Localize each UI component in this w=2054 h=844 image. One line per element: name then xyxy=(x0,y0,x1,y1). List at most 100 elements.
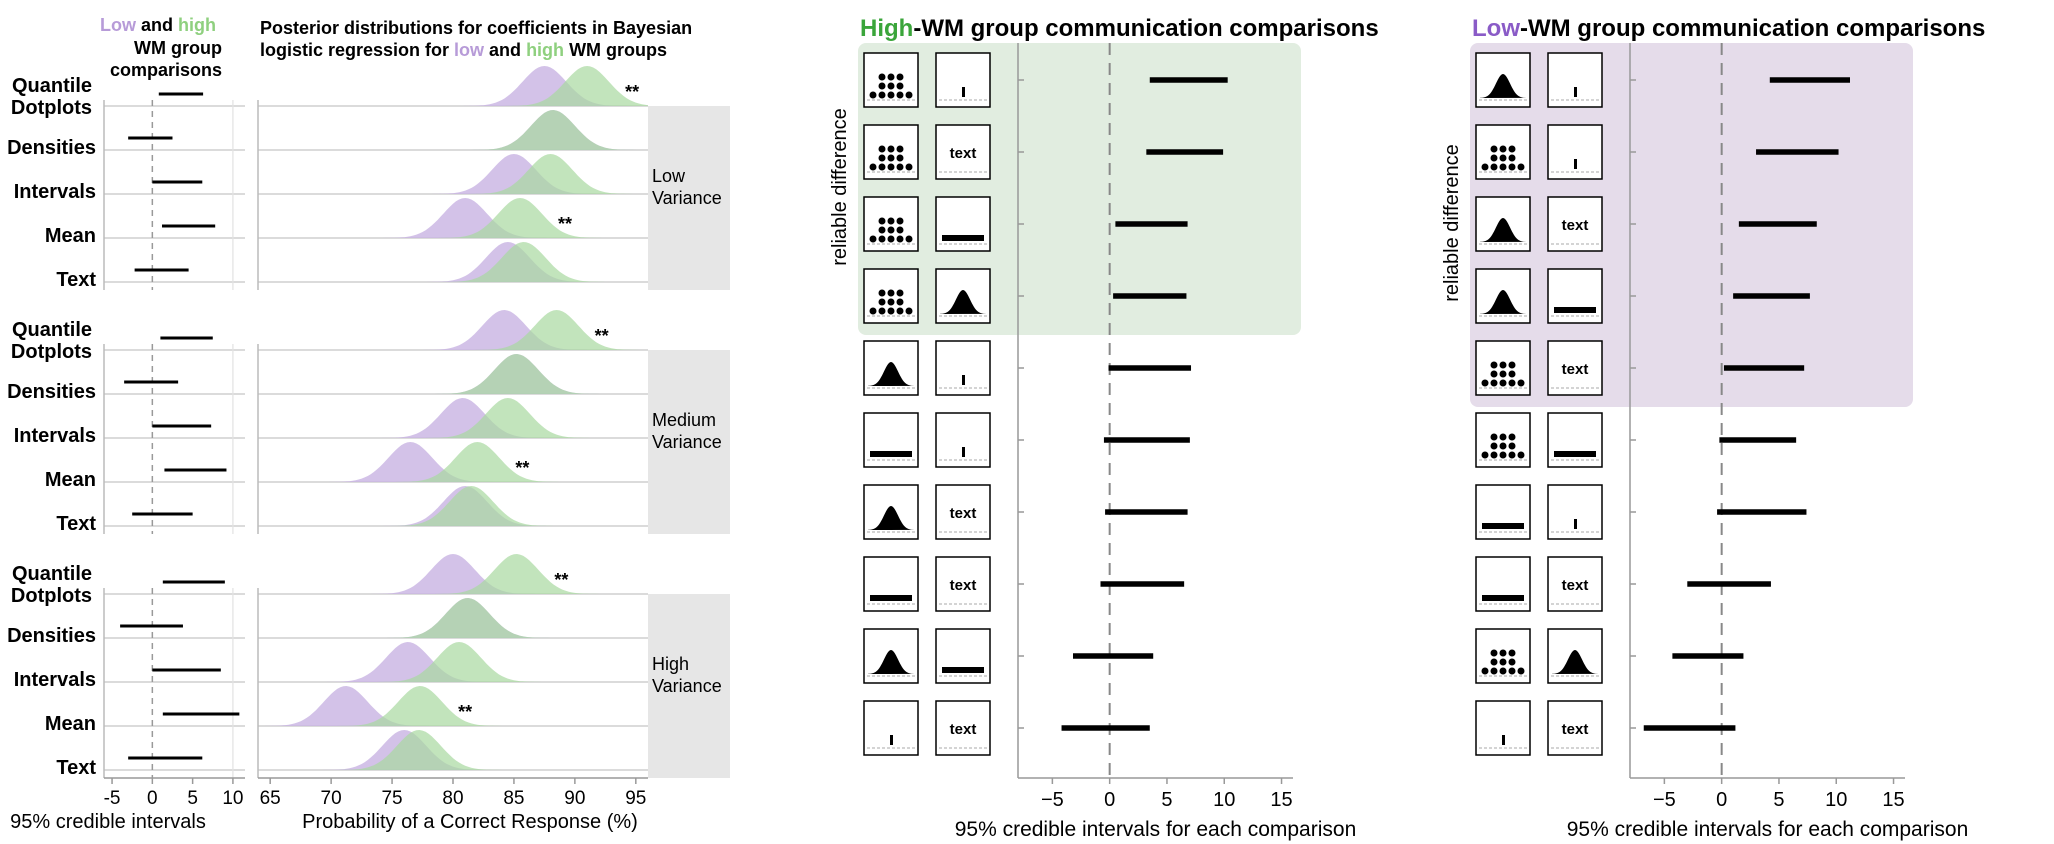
density-low xyxy=(258,354,648,394)
icon-frame xyxy=(1547,124,1603,180)
dot xyxy=(887,307,895,315)
dot xyxy=(878,289,886,297)
bar-shape xyxy=(870,451,912,457)
high-panel-reliable-label: reliable difference xyxy=(829,108,851,266)
dot xyxy=(1490,154,1498,162)
dot xyxy=(887,73,895,81)
density-shape xyxy=(1480,74,1526,98)
icon-frame xyxy=(1547,412,1603,468)
x-tick-label: −5 xyxy=(1041,789,1064,811)
variance-label-1: High xyxy=(652,654,689,674)
text-icon-label: text xyxy=(950,721,977,738)
density-high xyxy=(258,354,648,394)
row-label: Intervals xyxy=(14,669,96,691)
low-panel-icon-a xyxy=(1475,268,1531,324)
x-tick-label: 0 xyxy=(1716,789,1727,811)
high-panel-icon-a xyxy=(863,124,919,180)
dot xyxy=(869,307,877,315)
density-high xyxy=(258,442,648,482)
dot xyxy=(878,217,886,225)
x-tick-label: 70 xyxy=(321,788,342,809)
low-panel-icon-b: text xyxy=(1547,196,1603,252)
high-panel-icon-b: text xyxy=(935,124,991,180)
icon-frame xyxy=(1475,700,1531,756)
dot xyxy=(896,226,904,234)
density-shape xyxy=(1552,650,1598,674)
x-tick-label: 5 xyxy=(1161,789,1172,811)
x-tick-label: 90 xyxy=(564,788,585,809)
low-panel-icon-a xyxy=(1475,628,1531,684)
high-panel-icon-b xyxy=(935,628,991,684)
left-xlabel: 95% credible intervals xyxy=(10,811,206,833)
icon-frame xyxy=(935,340,991,396)
variance-band xyxy=(648,106,730,290)
dot xyxy=(1508,649,1516,657)
icon-frame xyxy=(863,628,919,684)
dot xyxy=(878,163,886,171)
x-tick-label: 10 xyxy=(1825,789,1847,811)
high-panel-icon-a xyxy=(863,340,919,396)
density-shape xyxy=(868,506,914,530)
density-high xyxy=(258,154,648,194)
low-panel-icon-a xyxy=(1475,556,1531,612)
icon-frame xyxy=(1547,268,1603,324)
x-tick-label: 75 xyxy=(381,788,402,809)
density-high xyxy=(258,198,648,238)
text-icon-label: text xyxy=(950,577,977,594)
dot xyxy=(905,91,913,99)
icon-frame xyxy=(863,412,919,468)
dot xyxy=(896,82,904,90)
low-panel-icon-a xyxy=(1475,700,1531,756)
dot xyxy=(1508,433,1516,441)
x-tick-label: 5 xyxy=(187,788,198,809)
x-tick-label: 65 xyxy=(260,788,281,809)
low-panel-reliable-bg xyxy=(1470,43,1913,407)
dot xyxy=(1517,379,1525,387)
high-panel-icon-a xyxy=(863,700,919,756)
density-high xyxy=(258,66,648,106)
dot xyxy=(878,307,886,315)
high-panel-xlabel: 95% credible intervals for each comparis… xyxy=(955,818,1357,841)
dot xyxy=(1490,442,1498,450)
low-panel-icon-b xyxy=(1547,628,1603,684)
text-icon-label: text xyxy=(1562,361,1589,378)
dot xyxy=(896,91,904,99)
dot xyxy=(1517,163,1525,171)
x-tick-label: 10 xyxy=(1213,789,1235,811)
dot xyxy=(1508,451,1516,459)
dot xyxy=(1499,433,1507,441)
dot xyxy=(887,235,895,243)
row-label: Mean xyxy=(45,713,96,735)
dot xyxy=(1490,163,1498,171)
icon-frame xyxy=(935,124,991,180)
bar-shape xyxy=(942,667,984,673)
variance-label-2: Variance xyxy=(652,432,722,452)
dot xyxy=(1490,361,1498,369)
row-label-quantile: Quantile xyxy=(12,75,92,97)
icon-frame xyxy=(935,484,991,540)
high-panel-icon-b xyxy=(935,268,991,324)
low-panel-icon-b xyxy=(1547,412,1603,468)
row-label: Text xyxy=(56,269,96,291)
icon-frame xyxy=(935,52,991,108)
dot xyxy=(887,91,895,99)
dot xyxy=(1499,649,1507,657)
density-shape xyxy=(1480,290,1526,314)
dot xyxy=(896,145,904,153)
row-label-dotplots: Dotplots xyxy=(11,585,92,607)
density-high xyxy=(258,642,648,682)
dot xyxy=(1490,667,1498,675)
low-panel-icon-b xyxy=(1547,484,1603,540)
dot xyxy=(1490,145,1498,153)
high-panel-icon-b: text xyxy=(935,556,991,612)
high-panel-icon-a xyxy=(863,268,919,324)
significance-mark: ** xyxy=(458,702,472,722)
low-panel-icon-a xyxy=(1475,484,1531,540)
significance-mark: ** xyxy=(515,458,529,478)
high-panel-icon-b: text xyxy=(935,700,991,756)
icon-frame xyxy=(863,556,919,612)
variance-band xyxy=(648,594,730,778)
density-low xyxy=(258,198,648,238)
dot xyxy=(878,145,886,153)
low-panel-xlabel: 95% credible intervals for each comparis… xyxy=(1567,818,1969,841)
